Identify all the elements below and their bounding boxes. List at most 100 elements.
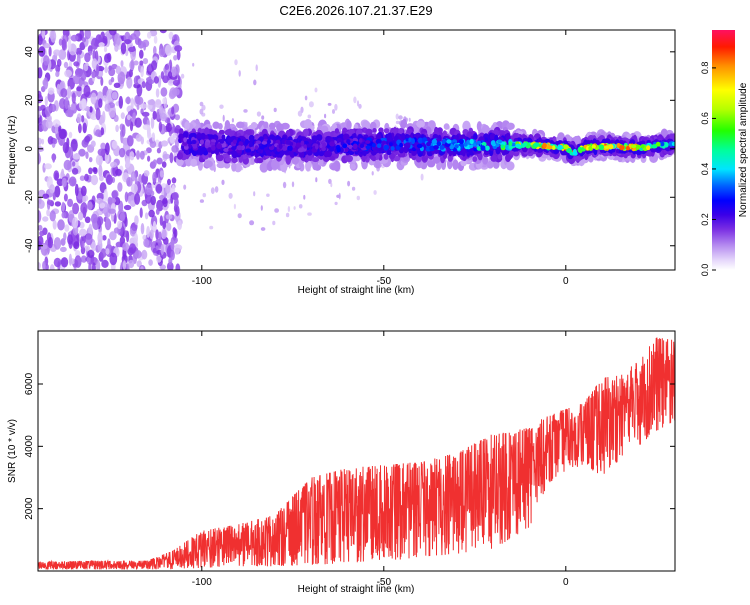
colorbar-tick-label: 0.6	[700, 112, 710, 125]
spectrogram-band-cell	[383, 128, 390, 134]
snr-frame	[37, 330, 676, 572]
spectrogram-noise-cell	[46, 199, 54, 206]
spectrogram-trace-cell	[352, 143, 358, 150]
spectrogram-noise-cell	[68, 176, 77, 187]
spectrogram-trace-cell	[508, 145, 513, 150]
spectrogram-noise-cell	[117, 182, 123, 192]
spectrogram-y-ticks: -40 -20 0 20 40	[24, 46, 675, 253]
spectrogram-noise-cell	[113, 114, 119, 122]
spectrogram-trace-cell	[651, 144, 657, 149]
spectrogram-noise-cell	[114, 33, 121, 47]
spectrogram-noise-cell	[53, 49, 61, 56]
spectrogram-band-cell	[199, 132, 206, 141]
spectrogram-trace-cell	[454, 144, 459, 149]
spectrogram-trace-cell	[210, 141, 216, 147]
spectrogram-band-cell	[432, 133, 438, 140]
spectrogram-trace-cell	[608, 144, 614, 150]
spectrogram-noise-cell	[68, 131, 73, 139]
spectrogram-noise-cell	[124, 39, 132, 45]
spectrogram-noise-cell	[111, 190, 118, 199]
spectrogram-noise-cell	[158, 231, 162, 241]
spectrogram-noise-cell	[177, 220, 183, 231]
spectrogram-speckle	[356, 195, 360, 201]
spectrogram-noise-cell	[141, 111, 150, 117]
spectrogram-noise-cell	[63, 61, 69, 69]
spectrogram-trace-cell	[359, 143, 365, 148]
spectrogram-trace-cell	[250, 146, 255, 151]
spectrogram-noise-cell	[140, 136, 144, 145]
spectrogram-band-cell	[203, 160, 213, 168]
spectrogram-noise-cell	[140, 266, 144, 270]
spectrogram-noise-cell	[84, 30, 91, 40]
spectrogram-band-cell	[218, 129, 225, 135]
spectrogram-trace-cell	[245, 148, 252, 153]
spectrogram-band-cell	[184, 121, 190, 130]
spectrogram-trace-cell	[619, 145, 625, 151]
spectrogram-noise-cell	[171, 192, 179, 201]
spectrogram-band-cell	[330, 163, 338, 171]
spectrogram-trace-cell	[183, 145, 189, 150]
spectrogram-noise-cell	[90, 213, 98, 224]
spectrogram-noise-cell	[155, 183, 163, 194]
spectrogram-speckle	[298, 204, 303, 209]
spectrogram-band-cell	[486, 160, 494, 169]
spectrogram-noise-cell	[162, 97, 167, 105]
spectrogram-speckle	[347, 180, 351, 187]
spectrogram-trace-cell	[254, 145, 259, 150]
spectrogram-noise-cell	[91, 71, 96, 79]
spectrogram-noise-cell	[72, 217, 79, 229]
spectrogram-band-cell	[249, 135, 254, 143]
spectrogram-band-cell	[386, 149, 392, 156]
spectrogram-noise-cell	[134, 215, 139, 226]
spectrogram-speckle	[260, 227, 266, 231]
spectrogram-noise-cell	[156, 199, 164, 212]
spectrogram-trace-cell	[376, 143, 382, 148]
spectrogram-noise-cell	[117, 71, 126, 85]
spectrogram-noise-cell	[56, 83, 61, 95]
spectrogram-noise-cell	[120, 112, 125, 120]
spectrogram-trace-cell	[231, 146, 237, 151]
spectrogram-trace-cell	[426, 141, 431, 147]
spectrogram-noise-cell	[133, 60, 139, 66]
spectrogram-noise-cell	[78, 211, 84, 221]
spectrogram-band-cell	[490, 154, 498, 162]
spectrogram-noise-cell	[143, 42, 147, 51]
spectrogram-band-cell	[375, 159, 381, 169]
spectrogram-speckle	[285, 212, 290, 218]
spectrogram-noise-cell	[44, 106, 51, 117]
spectrogram-band-cell	[322, 155, 330, 163]
spectrogram-band-cell	[447, 154, 453, 162]
figure-title: C2E6.2026.107.21.37.E29	[279, 3, 432, 18]
spectrogram-noise-cell	[80, 246, 86, 255]
spectrogram-noise-cell	[114, 197, 121, 206]
spectrogram-trace-cell	[329, 141, 335, 147]
snr-y-tick-label: 6000	[24, 372, 35, 395]
spectrogram-speckle	[307, 114, 312, 119]
spectrogram-speckle	[420, 173, 424, 181]
spectrogram-noise-cell	[57, 219, 65, 231]
spectrogram-noise-cell	[58, 128, 67, 140]
snr-background	[38, 331, 675, 571]
spectrogram-band-cell	[481, 124, 490, 136]
spectrogram-noise-cell	[89, 106, 93, 113]
spectrogram-noise-cell	[102, 110, 106, 124]
spectrogram-noise-cell	[38, 106, 43, 112]
spectrogram-speckle	[234, 59, 238, 66]
spectrogram-noise-cell	[72, 202, 80, 215]
spectrogram-noise-cell	[45, 119, 53, 129]
spectrogram-noise-cell	[52, 153, 56, 163]
spectrogram-noise-cell	[68, 253, 72, 266]
spectrogram-noise-cell	[98, 98, 103, 108]
spectrogram-noise-cell	[152, 159, 157, 167]
spectrogram-noise-cell	[105, 217, 110, 227]
spectrogram-noise-cell	[119, 212, 125, 222]
spectrogram-noise-cell	[107, 196, 113, 205]
spectrogram-trace-cell	[515, 143, 521, 148]
spectrogram-speckle	[209, 225, 214, 230]
spectrogram-noise-cell	[154, 100, 162, 108]
spectrogram-noise-cell	[146, 31, 152, 39]
spectrogram-speckle	[297, 110, 303, 117]
spectrogram-noise-cell	[128, 46, 136, 53]
spectrogram-speckle	[395, 120, 400, 125]
spectrogram-speckle	[315, 177, 318, 183]
